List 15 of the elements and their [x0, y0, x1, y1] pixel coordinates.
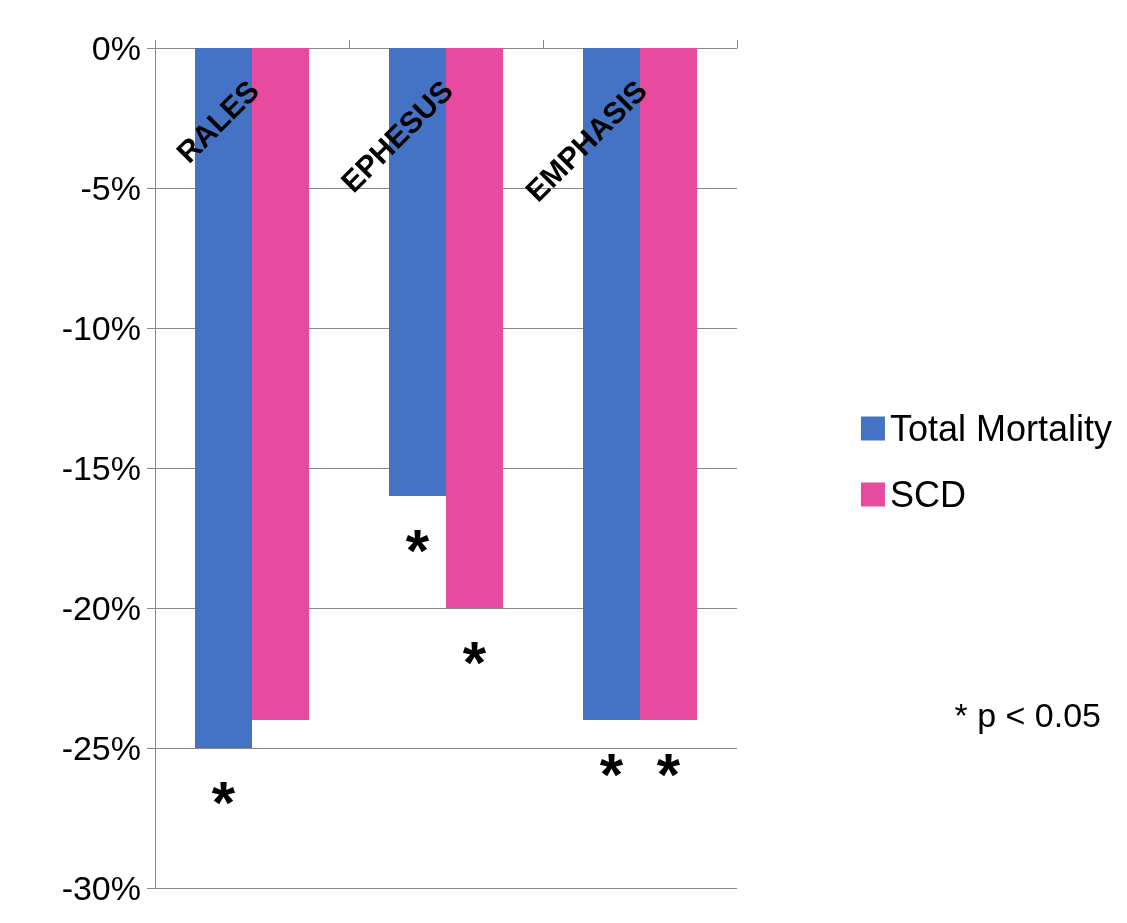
legend-label: Total Mortality — [889, 408, 1113, 449]
y-tick-label: -15% — [61, 449, 141, 487]
annotation: * — [462, 628, 487, 696]
legend-label: SCD — [889, 474, 966, 515]
y-tick-label: -20% — [61, 589, 141, 627]
annotation: * — [405, 516, 430, 584]
annotation: * — [599, 740, 624, 808]
annotation: * — [211, 768, 236, 836]
y-tick-label: -25% — [61, 729, 141, 767]
annotation: * — [656, 740, 681, 808]
y-tick-label: -30% — [61, 869, 141, 907]
text: * p < 0.05 — [954, 696, 1102, 734]
y-tick-label: 0% — [91, 29, 141, 67]
y-tick-label: -10% — [61, 309, 141, 347]
y-tick-label: -5% — [80, 169, 141, 207]
